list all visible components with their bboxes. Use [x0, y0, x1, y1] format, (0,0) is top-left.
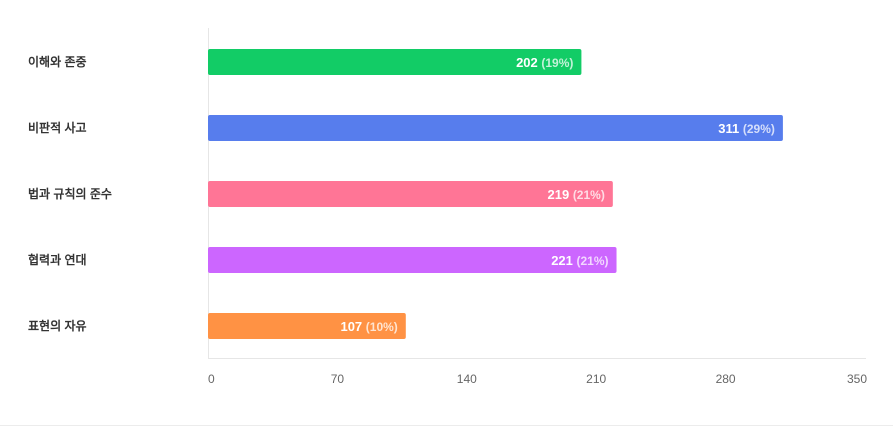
data-label: 107 (10%) [340, 319, 397, 334]
bar [208, 49, 582, 75]
bar [208, 247, 617, 273]
category-label: 비판적 사고 [28, 120, 87, 135]
x-tick-label: 210 [586, 372, 606, 386]
x-tick-label: 70 [331, 372, 345, 386]
category-label: 협력과 연대 [28, 252, 87, 267]
data-label: 311 (29%) [718, 121, 775, 136]
x-tick-label: 140 [457, 372, 477, 386]
x-tick-label: 0 [208, 372, 215, 386]
category-label: 법과 규칙의 준수 [28, 186, 112, 201]
data-label: 219 (21%) [548, 187, 605, 202]
data-label: 221 (21%) [551, 253, 608, 268]
data-label: 202 (19%) [516, 55, 573, 70]
x-tick-label: 350 [847, 372, 867, 386]
category-label: 표현의 자유 [28, 318, 87, 333]
x-tick-label: 280 [716, 372, 736, 386]
bar [208, 313, 406, 339]
category-label: 이해와 존중 [28, 54, 87, 69]
bar [208, 115, 783, 141]
bar [208, 181, 613, 207]
